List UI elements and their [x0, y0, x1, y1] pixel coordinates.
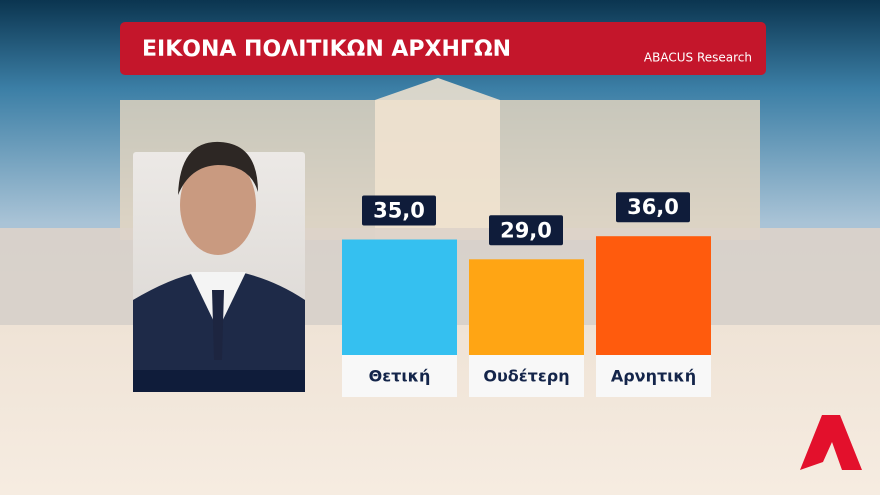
bar: [342, 239, 457, 355]
category-box: [469, 355, 584, 397]
source: ABACUS Research: [644, 51, 752, 65]
category-label: Αρνητική: [611, 367, 696, 386]
bar: [596, 236, 711, 355]
value-label-box: [489, 215, 563, 246]
value-label-box: [616, 192, 690, 223]
chart-title: ΕΙΚΟΝΑ ΠΟΛΙΤΙΚΩΝ ΑΡΧΗΓΩΝ: [142, 37, 511, 62]
bar: [469, 259, 584, 355]
category-label: Θετική: [369, 367, 431, 386]
category-box: [342, 355, 457, 397]
portrait: [133, 141, 305, 392]
category-label: Ουδέτερη: [483, 367, 569, 386]
value-label: 35,0: [373, 199, 425, 223]
value-label: 29,0: [500, 218, 552, 242]
category-box: [596, 355, 711, 397]
title-bar: [120, 22, 766, 75]
value-label-box: [362, 195, 436, 226]
value-label: 36,0: [627, 195, 679, 219]
channel-logo: [800, 415, 862, 470]
